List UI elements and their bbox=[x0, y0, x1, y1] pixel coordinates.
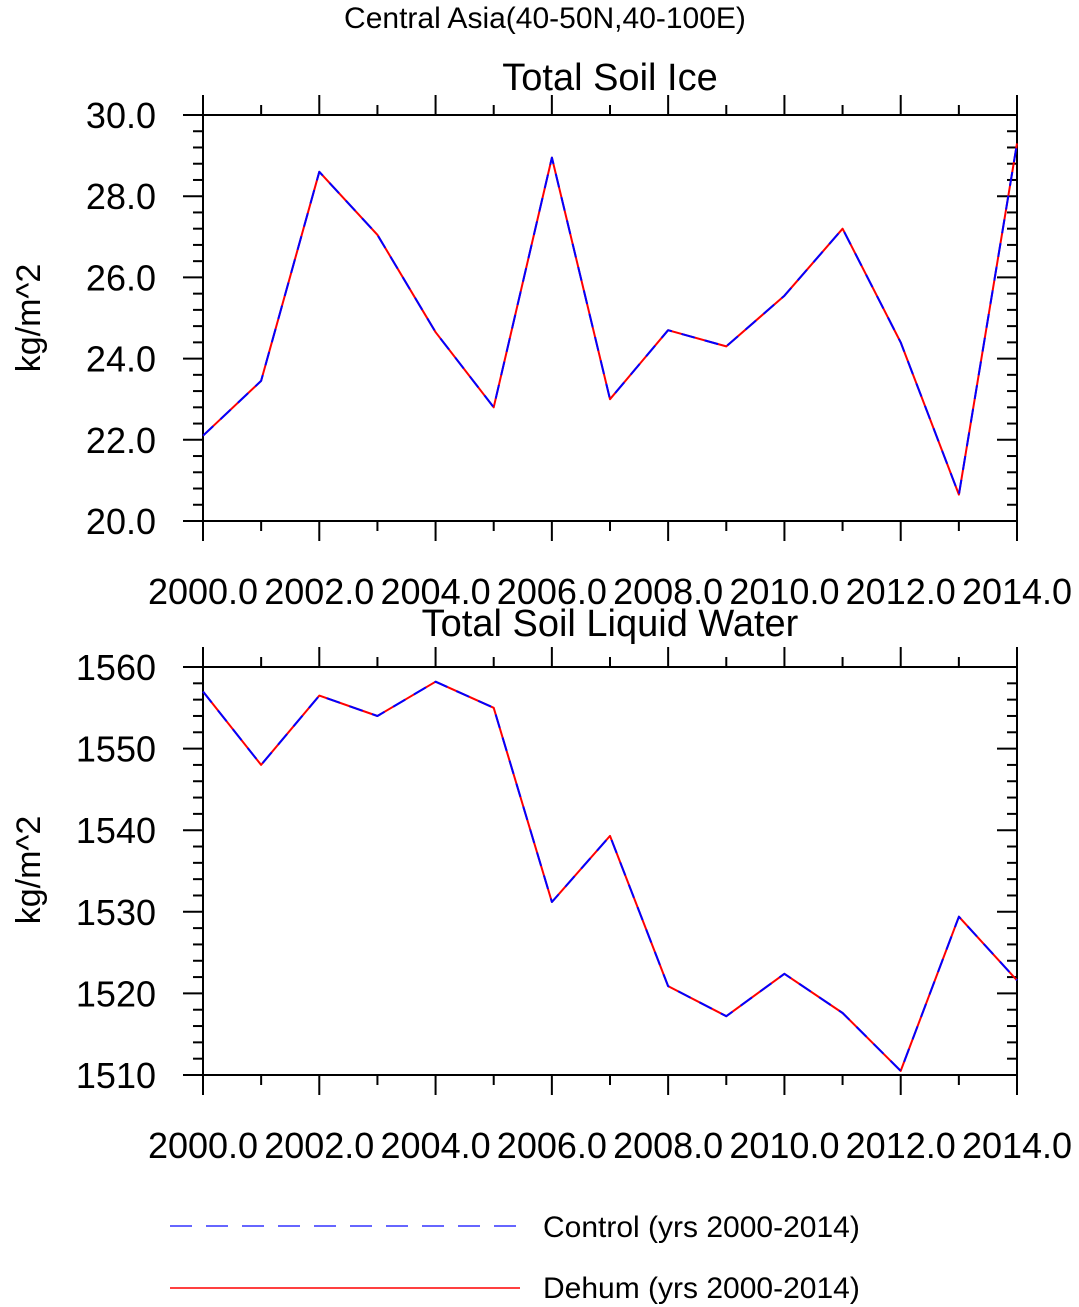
y-tick-label: 28.0 bbox=[86, 176, 156, 217]
x-tick-label: 2004.0 bbox=[381, 1125, 491, 1166]
plot-frame bbox=[202, 666, 1018, 1076]
series-line-control bbox=[202, 680, 1018, 1072]
plot-frame bbox=[202, 114, 1018, 522]
x-tick-label: 2014.0 bbox=[962, 571, 1072, 612]
x-tick-label: 2010.0 bbox=[729, 1125, 839, 1166]
x-tick-label: 2010.0 bbox=[729, 571, 839, 612]
chart-panel-total-soil-liquid-water: Total Soil Liquid Water kg/m^2 2000.0 200… bbox=[10, 603, 1072, 1166]
figure-title: Central Asia(40-50N,40-100E) bbox=[344, 2, 746, 35]
legend: Control (yrs 2000-2014) Dehum (yrs 2000-… bbox=[170, 1211, 860, 1305]
chart-panel-total-soil-ice: Total Soil Ice kg/m^2 2000.0 2002.0 2004.0… bbox=[10, 57, 1072, 612]
y-tick-label: 1550 bbox=[76, 729, 156, 770]
series-line-dehum bbox=[202, 143, 1018, 496]
y-axis-label: kg/m^2 bbox=[10, 816, 48, 925]
y-tick-label: 1520 bbox=[76, 973, 156, 1014]
x-tick-label: 2012.0 bbox=[846, 571, 956, 612]
legend-label-control: Control (yrs 2000-2014) bbox=[543, 1211, 860, 1244]
y-tick-label: 1560 bbox=[76, 647, 156, 688]
x-tick-label: 2008.0 bbox=[613, 1125, 723, 1166]
y-tick-label: 30.0 bbox=[86, 95, 156, 136]
chart-title: Total Soil Liquid Water bbox=[422, 603, 799, 645]
y-axis-label: kg/m^2 bbox=[10, 264, 48, 373]
series-line-dehum bbox=[202, 680, 1018, 1072]
legend-label-dehum: Dehum (yrs 2000-2014) bbox=[543, 1272, 860, 1305]
x-tick-label: 2000.0 bbox=[148, 571, 258, 612]
x-tick-label: 2006.0 bbox=[497, 1125, 607, 1166]
y-tick-label: 22.0 bbox=[86, 420, 156, 461]
series-line-control bbox=[202, 143, 1018, 496]
chart-title: Total Soil Ice bbox=[502, 57, 717, 99]
y-tick-label: 1540 bbox=[76, 810, 156, 851]
y-tick-label: 20.0 bbox=[86, 501, 156, 542]
x-tick-label: 2002.0 bbox=[264, 571, 374, 612]
x-tick-label: 2008.0 bbox=[613, 571, 723, 612]
y-tick-label: 26.0 bbox=[86, 257, 156, 298]
y-tick-label: 1530 bbox=[76, 892, 156, 933]
y-tick-label: 24.0 bbox=[86, 339, 156, 380]
y-tick-label: 1510 bbox=[76, 1055, 156, 1096]
x-tick-label: 2002.0 bbox=[264, 1125, 374, 1166]
x-tick-label: 2012.0 bbox=[846, 1125, 956, 1166]
x-tick-label: 2004.0 bbox=[381, 571, 491, 612]
x-tick-label: 2014.0 bbox=[962, 1125, 1072, 1166]
x-tick-label: 2006.0 bbox=[497, 571, 607, 612]
x-tick-label: 2000.0 bbox=[148, 1125, 258, 1166]
